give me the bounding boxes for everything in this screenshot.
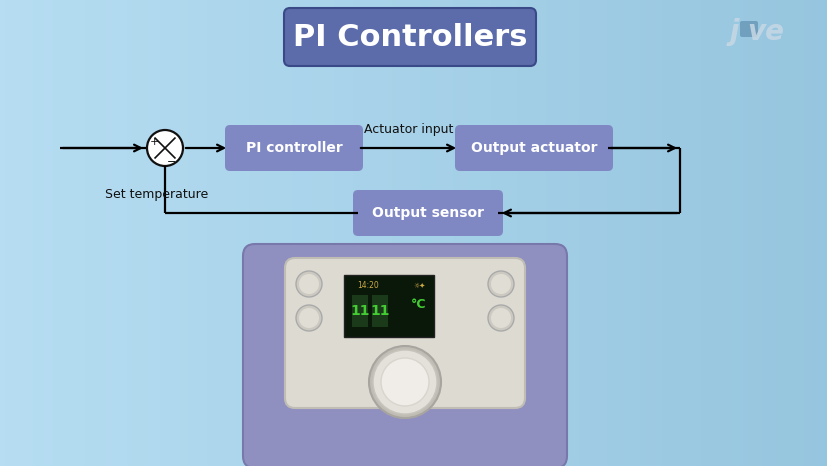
Circle shape (295, 271, 322, 297)
Circle shape (490, 274, 510, 294)
FancyBboxPatch shape (455, 125, 612, 171)
Circle shape (295, 305, 322, 331)
FancyBboxPatch shape (225, 125, 362, 171)
Text: PI controller: PI controller (246, 141, 342, 155)
Text: −: − (167, 157, 176, 167)
Text: j: j (729, 18, 738, 46)
Text: PI Controllers: PI Controllers (293, 22, 527, 52)
Text: ☼✦: ☼✦ (413, 283, 424, 289)
Circle shape (369, 346, 441, 418)
Circle shape (147, 130, 183, 166)
FancyBboxPatch shape (352, 190, 502, 236)
Text: 14:20: 14:20 (356, 281, 378, 290)
Text: Output actuator: Output actuator (471, 141, 596, 155)
Text: Set temperature: Set temperature (105, 188, 208, 201)
FancyBboxPatch shape (284, 8, 535, 66)
Circle shape (372, 350, 437, 414)
Circle shape (299, 308, 318, 328)
Text: °C: °C (411, 297, 426, 310)
FancyBboxPatch shape (351, 295, 367, 327)
FancyBboxPatch shape (343, 275, 433, 337)
Circle shape (487, 305, 514, 331)
Text: Output sensor: Output sensor (371, 206, 484, 220)
Circle shape (490, 308, 510, 328)
Text: 11: 11 (350, 304, 370, 318)
Text: Actuator input: Actuator input (364, 123, 453, 137)
FancyBboxPatch shape (284, 258, 524, 408)
Circle shape (380, 358, 428, 406)
FancyBboxPatch shape (739, 21, 757, 37)
FancyBboxPatch shape (371, 295, 388, 327)
FancyBboxPatch shape (242, 244, 566, 466)
Text: +: + (150, 137, 159, 147)
Text: ve: ve (747, 18, 783, 46)
Text: 11: 11 (370, 304, 390, 318)
Circle shape (299, 274, 318, 294)
Circle shape (487, 271, 514, 297)
